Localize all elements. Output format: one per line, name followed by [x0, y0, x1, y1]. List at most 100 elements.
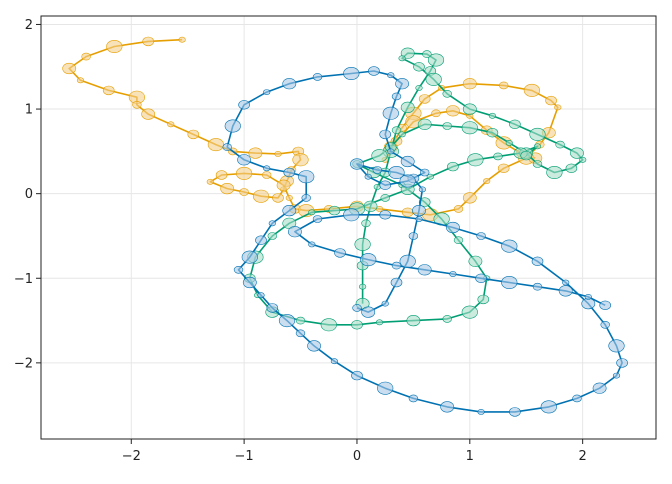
series-point: [395, 78, 409, 90]
series-point: [565, 163, 578, 174]
series-point: [523, 83, 541, 97]
series-point: [278, 314, 296, 328]
series-point: [363, 200, 378, 212]
series-layer: [62, 36, 628, 417]
series-point: [334, 248, 346, 258]
series-point: [408, 232, 419, 240]
series-point: [241, 250, 258, 264]
series-point: [612, 372, 621, 379]
series-point: [375, 319, 384, 326]
series-point: [364, 173, 372, 180]
series-point: [62, 62, 77, 75]
series-point: [476, 232, 486, 240]
series-point: [381, 300, 389, 307]
ticks: −2 −1 0 1 2 −2 −1 0 1 2: [14, 18, 587, 464]
series-point: [178, 36, 186, 43]
series-point: [292, 153, 309, 167]
series-point: [301, 194, 311, 202]
series-point: [390, 277, 403, 288]
series-point: [412, 205, 426, 217]
series-point: [529, 127, 546, 141]
series-point: [592, 382, 607, 394]
series-point: [442, 122, 452, 130]
series-point: [483, 178, 491, 184]
plot-area: [41, 16, 656, 439]
grid: [41, 16, 656, 439]
series-point: [461, 121, 478, 135]
series-point: [387, 148, 395, 155]
series-point: [546, 166, 563, 180]
series-point: [431, 109, 441, 118]
series-point: [237, 154, 251, 166]
series-point: [320, 318, 337, 332]
series-point: [420, 168, 430, 177]
series-point: [477, 408, 485, 415]
series-point: [400, 101, 415, 113]
series-point: [453, 205, 464, 213]
series-point: [475, 273, 487, 283]
series-point: [572, 394, 582, 403]
series-point: [497, 163, 510, 174]
series-point: [236, 166, 253, 180]
series-point: [391, 261, 402, 270]
series-point: [581, 298, 596, 310]
y-tick-label: −2: [14, 356, 33, 371]
series-point: [263, 165, 271, 172]
series-point: [307, 340, 321, 352]
plot-frame: [40, 15, 657, 440]
x-tick-label: −1: [235, 449, 254, 464]
series-point: [401, 207, 414, 218]
series-point: [361, 306, 376, 318]
series-point: [584, 293, 592, 300]
series-point: [282, 78, 297, 90]
series-point: [418, 197, 431, 207]
series-point: [493, 152, 503, 161]
series-point: [238, 100, 250, 110]
series-point: [417, 118, 432, 130]
series-point: [509, 119, 521, 130]
series-point: [400, 47, 415, 59]
series-point: [540, 400, 557, 414]
series-point: [272, 193, 284, 203]
series-point: [408, 394, 419, 403]
series-point: [350, 158, 364, 170]
series-point: [308, 241, 316, 248]
series-point: [283, 167, 296, 178]
series-2: [222, 66, 628, 417]
series-point: [616, 358, 628, 368]
series-point: [555, 140, 565, 149]
y-tick-label: 2: [25, 18, 33, 33]
series-point: [477, 294, 490, 305]
x-tick-label: 0: [353, 449, 361, 464]
series-point: [141, 108, 156, 120]
series-point: [266, 303, 279, 313]
series-point: [287, 226, 302, 238]
series-point: [608, 339, 625, 353]
series-point: [267, 232, 277, 240]
series-point: [406, 315, 421, 327]
series-point: [600, 320, 610, 329]
series-point: [554, 104, 562, 111]
series-point: [330, 358, 339, 365]
series-point: [467, 153, 484, 167]
series-point: [167, 121, 175, 128]
series-point: [252, 189, 270, 203]
series-point: [445, 105, 460, 117]
y-tick-label: −1: [14, 272, 33, 287]
series-point: [132, 101, 142, 109]
series-point: [509, 407, 521, 417]
series-point: [442, 315, 452, 323]
series-point: [445, 221, 460, 234]
series-point: [387, 72, 395, 79]
series-point: [558, 285, 573, 297]
series-point: [520, 150, 533, 161]
series-point: [372, 166, 382, 174]
series-point: [298, 170, 315, 184]
series-point: [462, 78, 477, 90]
series-point: [462, 192, 477, 204]
series-point: [255, 235, 267, 245]
series-point: [501, 239, 518, 253]
series-point: [422, 50, 432, 58]
series-point: [382, 106, 399, 120]
